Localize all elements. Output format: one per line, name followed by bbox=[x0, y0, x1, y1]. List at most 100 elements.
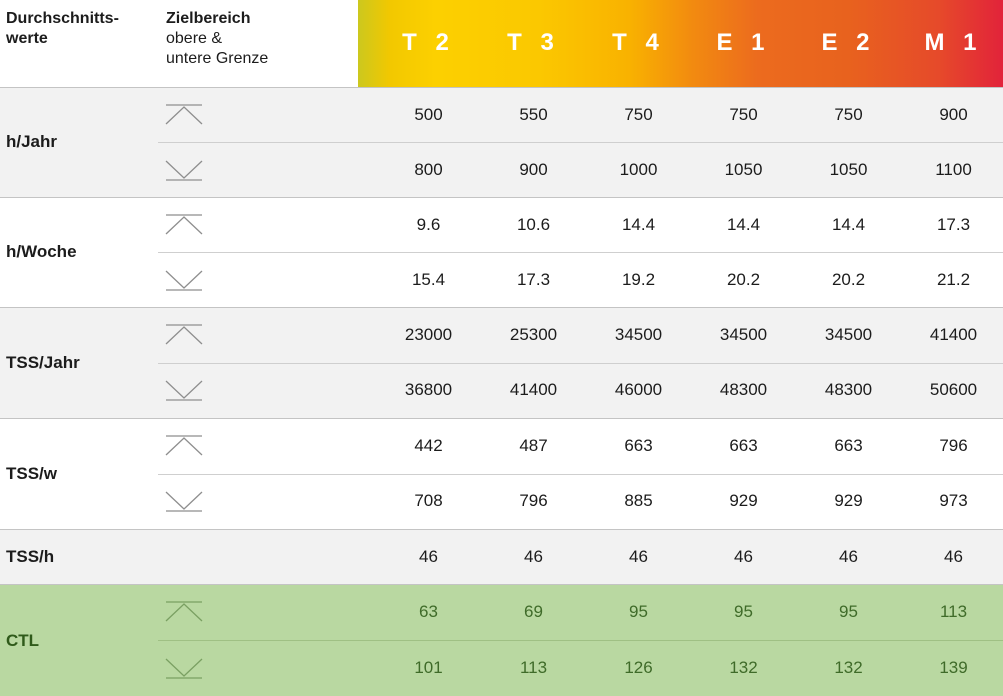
upper-value-h-woche-m1: 17.3 bbox=[936, 214, 971, 234]
row-separator bbox=[0, 529, 1003, 530]
row-separator bbox=[0, 197, 1003, 198]
upper-value-h-jahr-e1: 750 bbox=[729, 104, 758, 124]
lower-value-tss-jahr-t4: 46000 bbox=[614, 380, 663, 400]
subrow-separator bbox=[158, 142, 1003, 143]
row-group-tss-jahr bbox=[0, 307, 1003, 418]
lower-value-h-woche-e2: 20.2 bbox=[831, 269, 866, 289]
upper-value-h-woche-t4: 14.4 bbox=[621, 214, 656, 234]
lower-limit-icon bbox=[165, 489, 203, 513]
lower-value-ctl-t2: 101 bbox=[414, 658, 443, 677]
header-target-range-title: Zielbereich bbox=[166, 10, 251, 27]
lower-value-tss-jahr-t3: 41400 bbox=[509, 380, 558, 400]
upper-value-tss-w-e2: 663 bbox=[834, 435, 863, 455]
lower-value-tss-jahr-e2: 48300 bbox=[824, 380, 873, 400]
header-target-range-sub2: untere Grenze bbox=[166, 50, 269, 67]
upper-value-h-woche-t2: 9.6 bbox=[416, 214, 441, 234]
lower-limit-icon bbox=[165, 158, 203, 182]
row-label-h-jahr: h/Jahr bbox=[6, 132, 58, 151]
column-header-t2: T 2 bbox=[402, 29, 455, 56]
upper-value-tss-w-m1: 796 bbox=[939, 435, 968, 455]
subrow-separator bbox=[158, 640, 1003, 641]
lower-value-tss-w-e1: 929 bbox=[729, 491, 758, 511]
row-label-ctl: CTL bbox=[6, 631, 40, 650]
table-header: Durchschnitts- werte Zielbereich obere &… bbox=[0, 0, 1003, 87]
row-group-tss-w bbox=[0, 418, 1003, 529]
lower-value-h-woche-m1: 21.2 bbox=[936, 269, 971, 289]
lower-limit-icon bbox=[165, 378, 203, 402]
lower-value-h-jahr-t4: 1000 bbox=[619, 159, 658, 179]
lower-value-h-jahr-m1: 1100 bbox=[935, 159, 972, 179]
upper-value-tss-w-t3: 487 bbox=[519, 435, 548, 455]
column-header-e1: E 1 bbox=[716, 29, 771, 56]
upper-value-tss-jahr-t2: 23000 bbox=[404, 324, 453, 344]
header-target-range: Zielbereich obere & untere Grenze bbox=[166, 9, 356, 69]
upper-value-tss-jahr-t4: 34500 bbox=[614, 324, 663, 344]
column-header-e2: E 2 bbox=[821, 29, 876, 56]
lower-value-ctl-t4: 126 bbox=[624, 658, 653, 677]
lower-value-h-woche-t2: 15.4 bbox=[411, 269, 446, 289]
column-header-t3: T 3 bbox=[507, 29, 560, 56]
lower-value-h-woche-t3: 17.3 bbox=[516, 269, 551, 289]
lower-value-h-woche-e1: 20.2 bbox=[726, 269, 761, 289]
upper-value-tss-jahr-m1: 41400 bbox=[929, 324, 978, 344]
value-cell-tss-h-e2: 46 bbox=[839, 546, 858, 566]
header-target-range-sub1: obere & bbox=[166, 30, 223, 47]
upper-value-ctl-t3: 69 bbox=[524, 602, 543, 621]
subrow-separator bbox=[158, 363, 1003, 364]
row-separator bbox=[0, 418, 1003, 419]
subrow-separator bbox=[158, 252, 1003, 253]
row-label-tss-w: TSS/w bbox=[6, 463, 58, 483]
upper-value-h-jahr-e2: 750 bbox=[834, 104, 863, 124]
row-label-h-woche: h/Woche bbox=[6, 242, 77, 261]
upper-limit-icon bbox=[165, 600, 203, 624]
lower-value-ctl-e1: 132 bbox=[729, 658, 758, 677]
lower-value-tss-w-m1: 973 bbox=[939, 491, 968, 511]
lower-value-tss-w-t2: 708 bbox=[414, 491, 443, 511]
upper-value-ctl-m1: 113 bbox=[939, 602, 968, 621]
upper-value-tss-w-t4: 663 bbox=[624, 435, 653, 455]
lower-value-h-jahr-t2: 800 bbox=[414, 159, 443, 179]
upper-value-tss-w-t2: 442 bbox=[414, 435, 443, 455]
lower-value-h-jahr-e2: 1050 bbox=[829, 159, 868, 179]
header-averages: Durchschnitts- werte bbox=[6, 9, 156, 49]
upper-value-ctl-e2: 95 bbox=[839, 602, 858, 621]
upper-value-tss-jahr-e1: 34500 bbox=[719, 324, 768, 344]
upper-value-h-woche-e1: 14.4 bbox=[726, 214, 761, 234]
header-averages-line2: werte bbox=[6, 30, 48, 47]
upper-limit-icon bbox=[165, 103, 203, 127]
row-separator bbox=[0, 307, 1003, 308]
lower-value-ctl-m1: 139 bbox=[939, 658, 968, 677]
upper-value-ctl-t2: 63 bbox=[419, 602, 438, 621]
lower-value-tss-jahr-m1: 50600 bbox=[929, 380, 978, 400]
upper-limit-icon bbox=[165, 434, 203, 458]
value-cell-tss-h-m1: 46 bbox=[944, 546, 963, 566]
upper-value-tss-jahr-e2: 34500 bbox=[824, 324, 873, 344]
upper-value-ctl-t4: 95 bbox=[629, 602, 648, 621]
upper-value-tss-w-e1: 663 bbox=[729, 435, 758, 455]
upper-limit-icon bbox=[165, 213, 203, 237]
lower-value-tss-w-e2: 929 bbox=[834, 491, 863, 511]
column-header-t4: T 4 bbox=[612, 29, 665, 56]
upper-value-h-woche-t3: 10.6 bbox=[516, 214, 551, 234]
row-label-tss-jahr: TSS/Jahr bbox=[6, 352, 80, 372]
upper-value-ctl-e1: 95 bbox=[734, 602, 753, 621]
upper-value-h-jahr-t4: 750 bbox=[624, 104, 653, 124]
lower-value-tss-jahr-e1: 48300 bbox=[719, 380, 768, 400]
lower-value-ctl-e2: 132 bbox=[834, 658, 863, 677]
lower-value-tss-w-t4: 885 bbox=[624, 491, 653, 511]
lower-value-h-jahr-e1: 1050 bbox=[724, 159, 763, 179]
lower-value-h-jahr-t3: 900 bbox=[519, 159, 548, 179]
upper-value-h-woche-e2: 14.4 bbox=[831, 214, 866, 234]
value-cell-tss-h-t4: 46 bbox=[629, 546, 648, 566]
subrow-separator bbox=[158, 474, 1003, 475]
category-gradient-bar bbox=[358, 0, 1003, 87]
upper-limit-icon bbox=[165, 323, 203, 347]
row-label-tss-h: TSS/h bbox=[6, 546, 55, 566]
lower-value-tss-jahr-t2: 36800 bbox=[404, 380, 453, 400]
lower-value-tss-w-t3: 796 bbox=[519, 491, 548, 511]
value-cell-tss-h-t3: 46 bbox=[524, 546, 543, 566]
header-averages-line1: Durchschnitts- bbox=[6, 10, 119, 27]
lower-value-h-woche-t4: 19.2 bbox=[621, 269, 656, 289]
lower-limit-icon bbox=[165, 268, 203, 292]
row-separator bbox=[0, 584, 1003, 585]
